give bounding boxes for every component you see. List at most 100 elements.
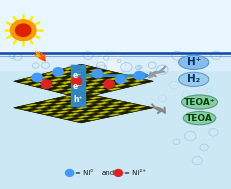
Polygon shape (14, 64, 152, 98)
Polygon shape (63, 72, 78, 75)
Polygon shape (78, 98, 93, 101)
Polygon shape (14, 106, 29, 109)
Polygon shape (14, 93, 152, 123)
Polygon shape (34, 110, 49, 114)
Circle shape (115, 75, 125, 84)
Polygon shape (96, 90, 112, 93)
Polygon shape (71, 93, 86, 96)
Polygon shape (45, 112, 60, 116)
Polygon shape (100, 103, 115, 106)
Ellipse shape (178, 55, 208, 70)
Ellipse shape (178, 72, 208, 87)
Polygon shape (49, 109, 64, 112)
Polygon shape (70, 114, 85, 117)
Polygon shape (82, 95, 97, 98)
Polygon shape (82, 67, 97, 71)
Polygon shape (104, 72, 119, 76)
Polygon shape (93, 97, 108, 101)
Polygon shape (69, 105, 84, 108)
Text: e⁻: e⁻ (73, 82, 82, 91)
Circle shape (92, 70, 102, 78)
Circle shape (106, 59, 125, 74)
Polygon shape (63, 99, 78, 103)
Polygon shape (55, 115, 70, 118)
Polygon shape (116, 111, 132, 114)
Polygon shape (101, 86, 116, 90)
Polygon shape (81, 91, 96, 94)
Polygon shape (84, 104, 100, 107)
Polygon shape (90, 83, 106, 87)
Polygon shape (58, 75, 73, 79)
Text: h⁺: h⁺ (73, 95, 82, 104)
Circle shape (71, 77, 81, 85)
Polygon shape (52, 97, 67, 100)
Polygon shape (115, 102, 131, 105)
Polygon shape (43, 104, 58, 107)
Polygon shape (101, 112, 116, 115)
Polygon shape (96, 115, 112, 119)
Polygon shape (60, 112, 75, 115)
Polygon shape (70, 88, 85, 92)
Polygon shape (65, 117, 81, 121)
Ellipse shape (182, 112, 215, 125)
Polygon shape (126, 77, 141, 81)
Polygon shape (95, 80, 110, 83)
Polygon shape (24, 108, 39, 111)
Polygon shape (24, 81, 39, 85)
Polygon shape (33, 74, 48, 78)
Circle shape (10, 20, 36, 41)
Polygon shape (76, 94, 91, 98)
Polygon shape (43, 77, 58, 80)
Circle shape (32, 73, 42, 82)
Polygon shape (76, 119, 91, 123)
Polygon shape (80, 107, 95, 111)
Polygon shape (54, 106, 69, 109)
Polygon shape (75, 111, 90, 114)
Text: = Ni²⁺: = Ni²⁺ (124, 170, 146, 176)
Polygon shape (64, 108, 80, 112)
Circle shape (134, 71, 144, 80)
Text: TEOA⁺: TEOA⁺ (183, 98, 214, 107)
Polygon shape (121, 81, 137, 85)
Polygon shape (48, 73, 63, 77)
Circle shape (114, 170, 122, 176)
Bar (70, 65, 84, 106)
Polygon shape (104, 100, 119, 103)
Polygon shape (73, 101, 89, 105)
Polygon shape (137, 107, 152, 110)
Polygon shape (110, 78, 126, 82)
Polygon shape (90, 110, 106, 113)
Polygon shape (84, 77, 100, 81)
Polygon shape (39, 107, 54, 110)
Polygon shape (75, 84, 90, 88)
Circle shape (103, 80, 114, 88)
Polygon shape (80, 81, 95, 84)
Polygon shape (81, 116, 96, 119)
Circle shape (41, 80, 51, 88)
Text: TEOA: TEOA (185, 114, 212, 123)
Circle shape (15, 24, 31, 36)
Polygon shape (71, 64, 86, 68)
Polygon shape (95, 106, 110, 110)
Polygon shape (121, 108, 137, 111)
Text: H⁺: H⁺ (186, 57, 200, 67)
Circle shape (65, 170, 73, 176)
Text: H₂: H₂ (186, 74, 200, 84)
Ellipse shape (181, 95, 216, 109)
Polygon shape (126, 104, 141, 108)
Polygon shape (93, 70, 108, 73)
Polygon shape (106, 82, 121, 86)
Polygon shape (67, 68, 82, 72)
Polygon shape (58, 103, 73, 106)
Text: e⁻: e⁻ (73, 71, 82, 80)
Polygon shape (65, 92, 81, 96)
Polygon shape (48, 100, 63, 104)
Polygon shape (34, 84, 49, 88)
Polygon shape (85, 113, 101, 116)
Polygon shape (69, 78, 84, 82)
Polygon shape (67, 96, 82, 99)
Polygon shape (89, 73, 104, 77)
Polygon shape (106, 108, 121, 112)
Polygon shape (29, 78, 43, 81)
Polygon shape (116, 85, 132, 89)
